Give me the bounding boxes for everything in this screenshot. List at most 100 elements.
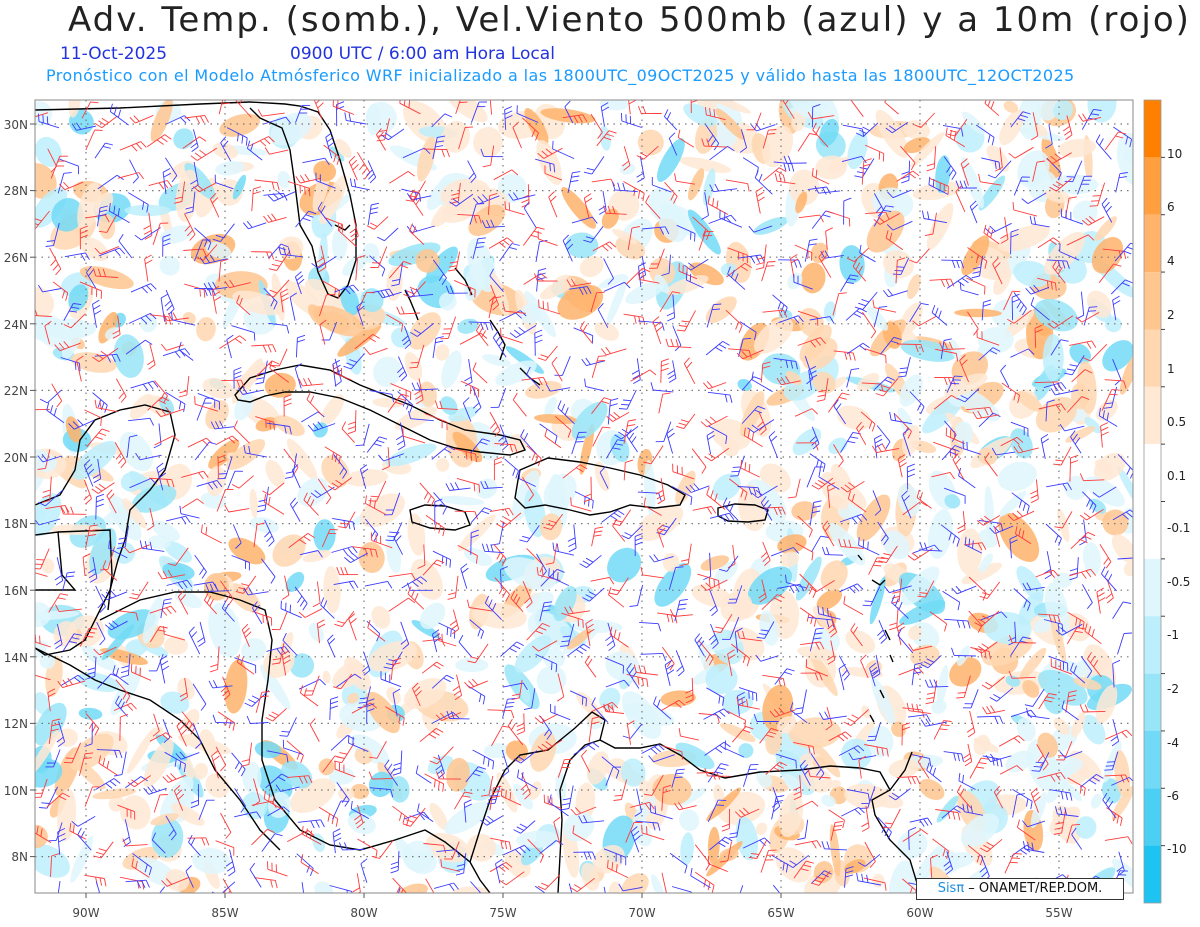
wind-barb-10m: [1105, 729, 1133, 740]
wind-barb-10m: [409, 223, 425, 245]
wind-barb-10m: [152, 713, 160, 737]
wind-barb-10m: [319, 319, 327, 345]
cold-advection-patch: [455, 658, 489, 673]
wind-barb-500mb: [734, 627, 743, 653]
wind-barb-500mb: [1064, 160, 1083, 183]
warm-advection-patch: [255, 417, 279, 432]
wind-barb-10m: [537, 739, 563, 752]
wind-barb-10m: [493, 456, 503, 481]
wind-barb-10m: [641, 824, 665, 841]
wind-barb-500mb: [1079, 774, 1104, 788]
warm-advection-patch: [397, 883, 428, 893]
warm-advection-patch: [1076, 360, 1097, 414]
wind-barb-10m: [117, 804, 136, 820]
wind-barb-500mb: [246, 715, 269, 724]
wind-barb-10m: [1089, 182, 1106, 207]
cold-advection-patch: [72, 440, 118, 480]
wind-barb-10m: [241, 623, 252, 647]
wind-barb-500mb: [872, 655, 881, 679]
wind-barb-10m: [368, 771, 393, 780]
wind-barb-10m: [522, 581, 533, 609]
wind-barb-10m: [409, 189, 424, 216]
wind-barb-500mb: [859, 244, 876, 263]
wind-barb-500mb: [943, 851, 954, 875]
wind-barb-500mb: [54, 557, 64, 586]
warm-advection-patch: [579, 255, 604, 278]
wind-barb-500mb: [751, 371, 773, 393]
wind-barb-500mb: [499, 243, 520, 262]
cold-advection-patch: [373, 356, 402, 387]
cold-advection-patch: [544, 396, 558, 417]
wind-barb-10m: [50, 155, 68, 179]
warm-advection-patch: [1093, 452, 1126, 482]
wind-barb-500mb: [706, 303, 722, 328]
wind-barb-10m: [1000, 436, 1024, 447]
wind-barb-500mb: [1080, 656, 1093, 678]
wind-barb-10m: [537, 345, 558, 361]
wind-barb-500mb: [369, 787, 394, 798]
cold-advection-patch: [281, 760, 313, 789]
wind-barb-500mb: [460, 563, 469, 589]
wind-barb-500mb: [508, 192, 536, 201]
wind-barb-500mb: [349, 178, 370, 191]
cold-advection-patch: [427, 755, 454, 775]
wind-barb-10m: [960, 158, 970, 186]
wind-barb-500mb: [310, 486, 335, 498]
wind-barb-10m: [267, 861, 288, 877]
wind-barb-10m: [557, 758, 573, 778]
cold-advection-patch: [159, 255, 180, 276]
wind-barb-500mb: [234, 788, 246, 813]
warm-advection-patch: [286, 438, 318, 481]
wind-barb-10m: [1104, 836, 1133, 844]
wind-barb-500mb: [650, 382, 674, 393]
wind-barb-10m: [1062, 115, 1073, 140]
wind-barb-500mb: [1111, 776, 1133, 786]
wind-barb-10m: [661, 745, 683, 760]
wind-barb-500mb: [193, 239, 211, 262]
wind-barb-10m: [761, 594, 785, 610]
wind-barb-500mb: [909, 302, 929, 323]
warm-advection-patch: [1111, 785, 1133, 821]
cold-advection-patch: [1064, 475, 1088, 500]
cold-advection-patch: [700, 100, 742, 128]
cold-advection-patch: [270, 112, 312, 146]
wind-barb-500mb: [128, 417, 155, 426]
wind-barb-10m: [220, 812, 232, 839]
wind-barb-10m: [93, 268, 119, 278]
wind-barb-500mb: [56, 721, 66, 747]
wind-barb-500mb: [480, 148, 504, 158]
wind-barb-10m: [895, 257, 906, 284]
wind-barb-500mb: [446, 710, 470, 720]
wind-barb-500mb: [1012, 789, 1033, 810]
wind-barb-500mb: [671, 886, 692, 893]
wind-barb-500mb: [196, 397, 214, 421]
wind-barb-10m: [818, 250, 832, 278]
warm-advection-patch: [998, 512, 1040, 562]
wind-barb-10m: [683, 357, 696, 385]
wind-barb-10m: [1066, 234, 1095, 246]
wind-barb-10m: [534, 273, 558, 282]
wind-barb-10m: [902, 829, 928, 842]
cold-advection-patch: [215, 161, 245, 176]
wind-barb-500mb: [655, 421, 672, 443]
warm-advection-patch: [675, 470, 696, 505]
wind-barb-500mb: [817, 605, 841, 620]
wind-barb-10m: [436, 771, 461, 780]
wind-barb-500mb: [921, 210, 948, 224]
colorbar-label: -10: [1167, 842, 1187, 856]
wind-barb-500mb: [727, 266, 746, 290]
wind-barb-10m: [584, 655, 597, 678]
colorbar-segment: [1144, 673, 1161, 731]
warm-advection-patch: [415, 249, 440, 273]
wind-barb-10m: [149, 732, 173, 742]
wind-barb-500mb: [435, 754, 445, 779]
wind-barb-500mb: [760, 496, 773, 521]
cold-advection-patch: [675, 742, 715, 770]
wind-barb-500mb: [130, 283, 157, 294]
wind-barb-500mb: [943, 156, 957, 180]
warm-advection-patch: [403, 678, 447, 709]
wind-barb-10m: [349, 218, 359, 242]
wind-barb-10m: [793, 775, 802, 801]
wind-barb-500mb: [190, 161, 199, 190]
warm-advection-patch: [812, 371, 836, 394]
